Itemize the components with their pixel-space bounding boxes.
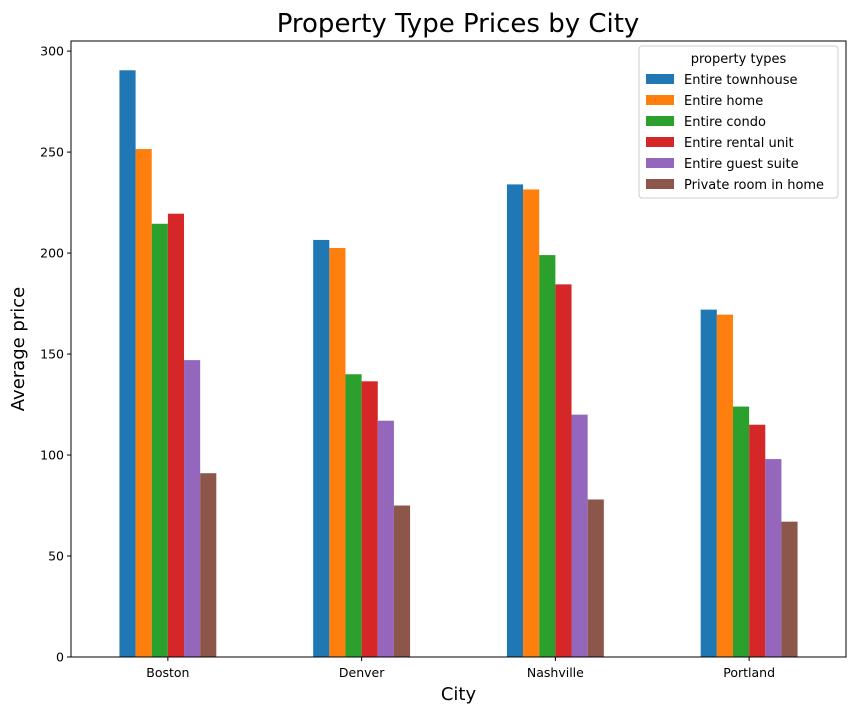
bar-entire-townhouse-nashville <box>506 184 524 657</box>
legend-entry: Entire condo <box>684 115 766 130</box>
x-tick-label: Portland <box>723 665 775 680</box>
x-tick-label: Denver <box>339 665 385 680</box>
plot-frame <box>70 40 847 658</box>
bar-entire-rental-unit-nashville <box>555 284 572 657</box>
legend-entry: Entire townhouse <box>684 73 797 88</box>
legend-entry: Entire guest suite <box>684 157 799 172</box>
bar-entire-guest-suite-portland <box>765 459 782 657</box>
legend-box <box>638 45 839 199</box>
bar-entire-condo-nashville <box>539 255 556 657</box>
bar-entire-guest-suite-nashville <box>571 414 588 657</box>
y-tick-label: 150 <box>40 347 64 362</box>
bar-private-room-in-home-boston <box>200 473 217 657</box>
y-tick-label: 300 <box>40 44 64 59</box>
bar-entire-rental-unit-boston <box>167 213 185 657</box>
bar-entire-rental-unit-portland <box>749 424 766 657</box>
bar-entire-rental-unit-denver <box>361 381 378 657</box>
bar-private-room-in-home-nashville <box>587 499 604 657</box>
bar-entire-townhouse-boston <box>119 70 136 658</box>
bar-entire-condo-portland <box>732 406 750 657</box>
y-tick-label: 100 <box>40 448 64 463</box>
y-tick-label: 200 <box>40 246 64 261</box>
legend-swatch <box>646 158 674 168</box>
bar-entire-home-boston <box>135 149 152 658</box>
bar-private-room-in-home-denver <box>393 505 411 657</box>
legend-items: Entire townhouse Entire home Entire condo E… <box>646 73 824 193</box>
x-axis-label: City <box>441 684 477 705</box>
legend-swatch <box>646 74 674 84</box>
legend-title: property types <box>691 52 787 67</box>
bar-entire-guest-suite-denver <box>377 420 394 657</box>
legend: property types Entire townhouse Entire ho… <box>638 45 839 199</box>
y-tick-label: 50 <box>48 549 64 564</box>
y-axis: 0 50 100 150 200 250 300 <box>40 44 71 665</box>
bars-group <box>119 70 798 658</box>
bar-entire-townhouse-denver <box>313 239 330 657</box>
bar-entire-condo-boston <box>151 223 168 657</box>
chart-title: Property Type Prices by City <box>277 9 640 39</box>
bar-entire-townhouse-portland <box>700 309 717 657</box>
bar-entire-condo-denver <box>345 374 362 657</box>
x-tick-label: Nashville <box>527 665 584 680</box>
bar-entire-guest-suite-boston <box>184 360 201 657</box>
y-axis-label: Average price <box>8 287 29 411</box>
y-tick-label: 0 <box>56 650 64 665</box>
legend-swatch <box>646 137 674 147</box>
legend-entry: Entire home <box>684 94 763 109</box>
x-tick-label: Boston <box>146 665 189 680</box>
legend-entry: Entire rental unit <box>684 136 794 151</box>
legend-swatch <box>646 179 674 189</box>
bar-entire-home-nashville <box>523 189 540 657</box>
x-axis: Boston Denver Nashville Portland <box>146 657 775 680</box>
y-tick-label: 250 <box>40 145 64 160</box>
legend-entry: Private room in home <box>684 178 824 193</box>
legend-swatch <box>646 95 674 105</box>
bar-private-room-in-home-portland <box>781 521 798 657</box>
bar-entire-home-denver <box>329 248 346 657</box>
legend-swatch <box>646 116 674 126</box>
bar-entire-home-portland <box>716 314 733 657</box>
